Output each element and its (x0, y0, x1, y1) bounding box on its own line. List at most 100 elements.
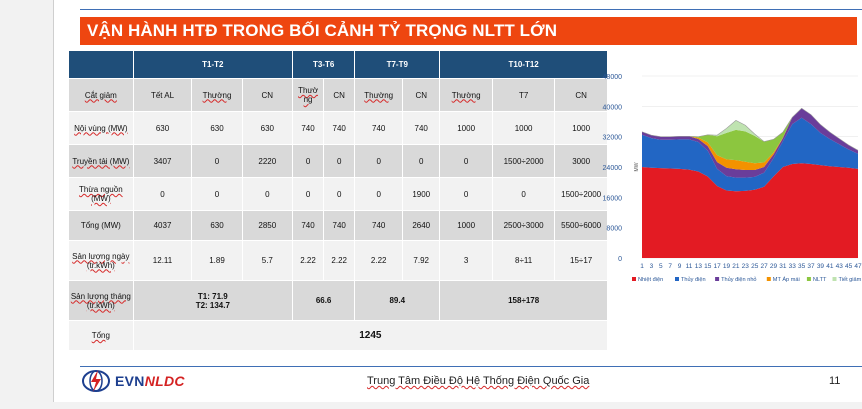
table-cell: 0 (291, 144, 325, 178)
legend-swatch (715, 277, 720, 281)
curtailment-table: T1-T2 T3-T6 T7-T9 T10-T12 Cắt giảm Tết A… (68, 50, 609, 351)
table-cell: 740 (354, 210, 404, 241)
table-cell: 2.22 (291, 240, 325, 281)
table-cell: 5500÷6000 (554, 210, 608, 241)
table-cell: T7 (491, 78, 556, 112)
table-cell: 0 (191, 177, 243, 211)
table-row: Nội vùng (MW) 630 630 630 740 740 740 74… (68, 111, 608, 145)
table-cell: 740 (323, 210, 356, 241)
table-cell: 8÷11 (491, 240, 556, 281)
month-total-t3-t6: 66.6 (291, 280, 356, 321)
table-row: Thừa nguồn (MW) 0 0 0 0 0 0 1900 0 0 150… (68, 177, 608, 211)
table-cell: 630 (132, 111, 193, 145)
x-tick-label: 43 (836, 263, 844, 270)
x-tick-label: 25 (751, 263, 759, 270)
table-cell: 12.11 (132, 240, 193, 281)
logo-text: EVNNLDC (115, 373, 185, 389)
row-label: Truyền tải (MW) (68, 144, 134, 178)
top-divider (80, 9, 862, 10)
table-cell: 630 (191, 210, 243, 241)
y-tick-label: 0 (618, 256, 622, 263)
header-row: T1-T2 T3-T6 T7-T9 T10-T12 (68, 50, 608, 79)
table-cell: 3 (439, 240, 493, 281)
legend-swatch (632, 277, 636, 281)
table-cell: CN (402, 78, 441, 112)
slide-title: VẬN HÀNH HTĐ TRONG BỐI CẢNH TỶ TRỌNG NLT… (87, 21, 558, 40)
table-cell: 7.92 (402, 240, 441, 281)
table-row: Sản lượng tháng (tr.kWh) T1: 71.9 T2: 13… (68, 280, 608, 321)
footer-divider (80, 366, 862, 367)
table-cell: Thường (354, 78, 404, 112)
table-cell: 4037 (132, 210, 193, 241)
x-tick-label: 45 (845, 263, 853, 270)
group-header-t7-t9: T7-T9 (354, 50, 441, 79)
row-label: Sản lượng ngày (tr.kWh) (68, 240, 134, 281)
area-series-NLTT (642, 108, 858, 164)
area-series-Nhiệt điện (642, 163, 858, 258)
x-tick-label: 9 (678, 263, 682, 270)
x-tick-label: 13 (695, 263, 703, 270)
x-tick-label: 21 (732, 263, 740, 270)
legend-label: Nhiệt điện (638, 277, 663, 283)
table-cell-line: T1: 71.9 (197, 291, 228, 301)
table-cell: 2.22 (354, 240, 404, 281)
x-tick-label: 19 (723, 263, 731, 270)
table-cell: 0 (402, 144, 441, 178)
total-outline (641, 107, 859, 151)
table-cell: 0 (439, 177, 493, 211)
evn-emblem-icon (82, 370, 110, 392)
x-tick-label: 41 (826, 263, 834, 270)
table-cell: 0 (491, 177, 556, 211)
legend-swatch (766, 277, 771, 281)
y-axis-label: MW (634, 162, 640, 171)
table-cell: 0 (241, 177, 293, 211)
table-cell: 740 (291, 210, 325, 241)
table-cell: 5.7 (241, 240, 293, 281)
table-cell: 1000 (554, 111, 608, 145)
table-cell: Thường (439, 78, 493, 112)
row-label: Tổng (MW) (68, 210, 134, 241)
x-tick-label: 35 (798, 263, 806, 270)
table-cell: 740 (354, 111, 404, 145)
group-header-t3-t6: T3-T6 (291, 50, 356, 79)
group-header-t1-t2: T1-T2 (132, 50, 293, 79)
x-tick-label: 1 (640, 263, 644, 270)
table-cell: 3407 (132, 144, 193, 178)
legend-label: MT Áp mái (773, 276, 800, 283)
table-row: Tổng (MW) 4037 630 2850 740 740 740 2640… (68, 210, 608, 241)
legend-label: NLTT (813, 277, 827, 283)
table-cell: 2640 (402, 210, 441, 241)
table-cell: 740 (291, 111, 325, 145)
table-cell: 0 (323, 144, 356, 178)
row-label: Thừa nguồn (MW) (68, 177, 134, 211)
table-cell: Tết AL (132, 78, 193, 112)
row-label: Cắt giảm (68, 78, 134, 112)
table-cell: 740 (323, 111, 356, 145)
page-number: 11 (829, 375, 841, 387)
legend-swatch (806, 277, 811, 281)
y-tick-label: 24000 (603, 165, 623, 172)
legend-label: Tiết giảm (839, 277, 862, 283)
legend-swatch (832, 277, 837, 281)
table-row: Cắt giảm Tết AL Thường CN Thườ ng CN Thư… (68, 78, 608, 112)
slide: VẬN HÀNH HTĐ TRONG BỐI CẢNH TỶ TRỌNG NLT… (53, 0, 862, 402)
table-cell: 630 (191, 111, 243, 145)
x-tick-label: 15 (704, 263, 712, 270)
table-cell-line: T2: 134.7 (195, 300, 230, 310)
x-tick-label: 23 (742, 263, 750, 270)
table-row: Sản lượng ngày (tr.kWh) 12.11 1.89 5.7 2… (68, 240, 608, 281)
x-tick-label: 33 (789, 263, 797, 270)
legend-swatch (675, 277, 679, 281)
month-total-t1-t2: T1: 71.9 T2: 134.7 (132, 280, 293, 321)
table-row: Truyền tải (MW) 3407 0 2220 0 0 0 0 0 15… (68, 144, 608, 178)
x-tick-label: 3 (650, 263, 654, 270)
footer-organization: Trung Tâm Điều Độ Hệ Thống Điện Quốc Gia (367, 375, 590, 387)
x-tick-label: 27 (760, 263, 768, 270)
month-total-t7-t9: 89.4 (354, 280, 441, 321)
table-cell: 0 (354, 177, 404, 211)
y-tick-label: 8000 (606, 226, 622, 233)
table-cell: 0 (439, 144, 493, 178)
legend-label: Thủy điện (681, 276, 706, 283)
row-label: Tổng (68, 320, 134, 351)
table-cell: 3000 (554, 144, 608, 178)
